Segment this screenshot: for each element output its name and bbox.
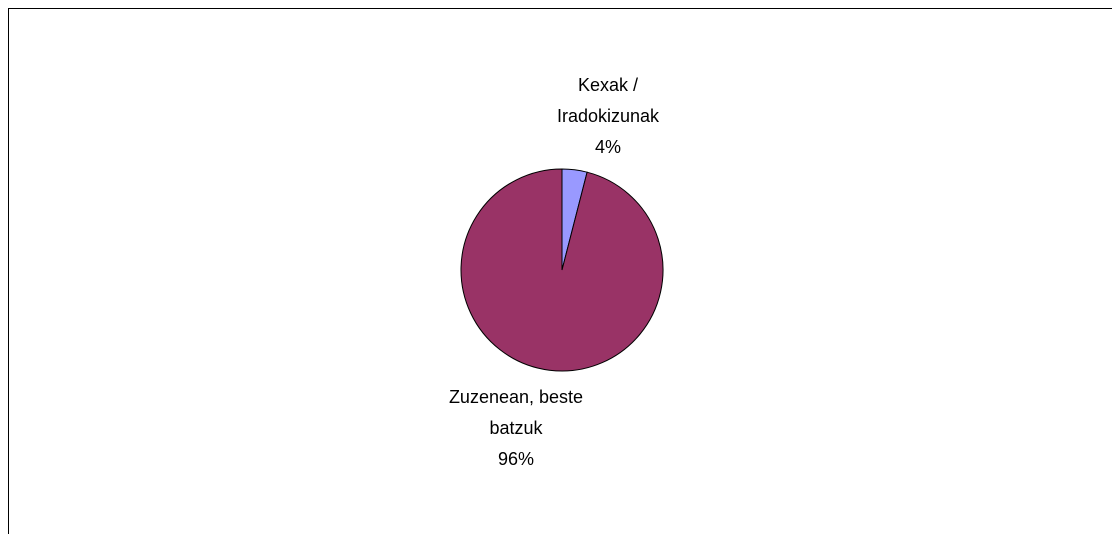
category-label: Zuzenean, beste batzuk (448, 387, 584, 438)
value-label: 4% (594, 137, 621, 157)
category-label: Kexak / Iradokizunak (556, 75, 660, 126)
value-label: 96% (497, 449, 535, 469)
chart-frame (8, 8, 1112, 534)
slice-label: Zuzenean, beste batzuk 96% (434, 382, 599, 475)
pie-slice (460, 168, 664, 372)
slice-label: Kexak / Iradokizunak 4% (541, 70, 676, 163)
